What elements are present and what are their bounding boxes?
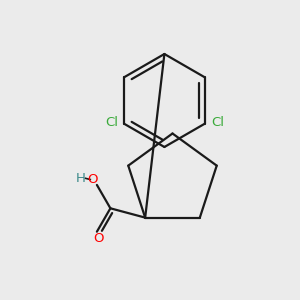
Text: Cl: Cl xyxy=(211,116,224,129)
Text: Cl: Cl xyxy=(105,116,118,129)
Text: O: O xyxy=(93,232,104,245)
Text: O: O xyxy=(87,173,98,186)
Text: H: H xyxy=(76,172,85,185)
